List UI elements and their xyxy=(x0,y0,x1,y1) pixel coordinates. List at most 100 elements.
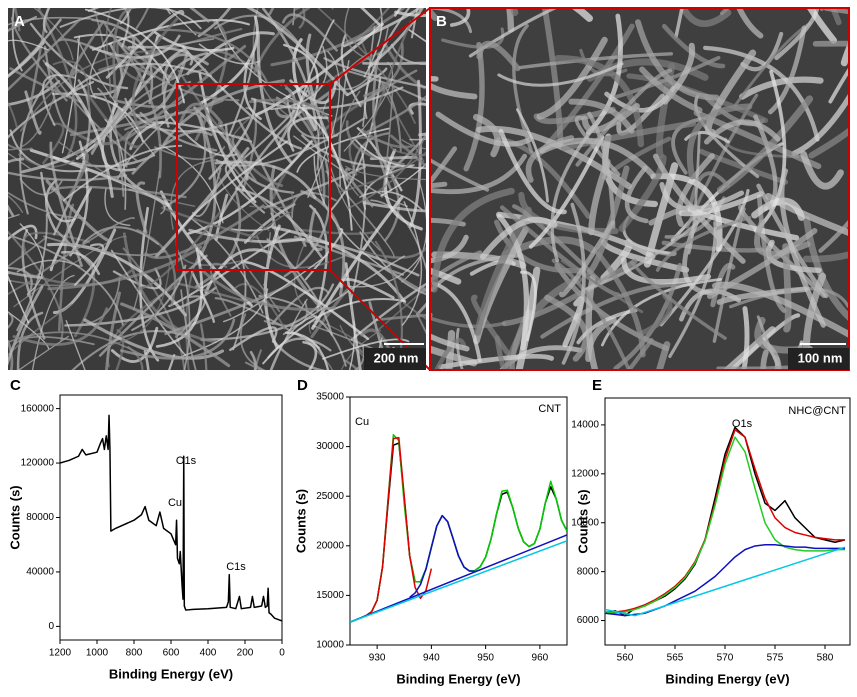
nanotube xyxy=(65,62,212,98)
nanotube xyxy=(167,8,197,36)
nanotube xyxy=(520,270,537,342)
nanotube xyxy=(561,202,586,365)
nanotube xyxy=(8,311,50,350)
nanotube xyxy=(317,8,416,124)
nanotube xyxy=(243,203,296,244)
nanotube xyxy=(430,333,470,352)
x-axis-label: Binding Energy (eV) xyxy=(396,671,520,686)
nanotube xyxy=(518,52,673,70)
nanotube xyxy=(760,349,769,370)
plot-frame xyxy=(604,397,851,646)
nanotube xyxy=(321,121,381,251)
plot-frame xyxy=(59,394,283,641)
nanotube xyxy=(42,8,51,34)
nanotube xyxy=(29,148,170,207)
nanotube xyxy=(13,335,95,346)
sem-texture xyxy=(430,8,849,370)
nanotube xyxy=(271,298,308,370)
nanotube xyxy=(716,95,814,194)
nanotube xyxy=(394,10,426,17)
y-axis-label: Counts (s) xyxy=(293,489,308,553)
nanotube xyxy=(53,79,91,236)
nanotube xyxy=(8,17,82,92)
nanotube xyxy=(375,313,426,322)
nanotube xyxy=(212,147,270,232)
nanotube xyxy=(539,137,657,179)
nanotube xyxy=(756,194,787,313)
nanotube xyxy=(618,154,667,232)
nanotube xyxy=(345,165,426,181)
nanotube xyxy=(353,8,390,43)
nanotube xyxy=(245,8,349,97)
annotation: NHC@CNT xyxy=(788,405,846,417)
nanotube xyxy=(8,191,86,219)
nanotube xyxy=(198,266,336,311)
nanotube xyxy=(266,238,333,336)
nanotube xyxy=(232,238,247,351)
nanotube xyxy=(342,68,426,102)
nanotube xyxy=(122,247,186,370)
nanotube xyxy=(47,242,187,317)
nanotube xyxy=(371,20,412,123)
nanotube xyxy=(430,187,515,293)
nanotube xyxy=(8,285,44,367)
nanotube xyxy=(706,227,818,300)
nanotube xyxy=(823,8,849,15)
nanotube xyxy=(698,148,789,185)
nanotube xyxy=(8,266,33,297)
nanotube xyxy=(143,350,150,370)
nanotube xyxy=(63,144,183,202)
panel-label: A xyxy=(14,13,25,30)
nanotube xyxy=(438,353,554,370)
nanotube xyxy=(292,38,317,131)
nanotube xyxy=(374,240,404,364)
nanotube xyxy=(8,157,25,217)
nanotube xyxy=(344,167,374,208)
nanotube xyxy=(343,61,393,152)
nanotube xyxy=(197,8,232,38)
y-tick-label: 160000 xyxy=(21,403,55,414)
nanotube xyxy=(249,211,292,242)
nanotube xyxy=(244,361,264,370)
annotation: CNT xyxy=(538,403,561,415)
nanotube xyxy=(58,141,196,207)
nanotube xyxy=(498,128,567,215)
nanotube xyxy=(679,8,732,27)
nanotube xyxy=(182,288,269,357)
nanotube xyxy=(87,8,130,48)
nanotube xyxy=(536,36,608,120)
y-tick-label: 6000 xyxy=(577,615,600,626)
annotation: Cu xyxy=(168,497,182,509)
panel-label: D xyxy=(297,377,308,394)
nanotube xyxy=(311,195,404,330)
nanotube xyxy=(782,243,792,333)
nanotube xyxy=(222,254,329,323)
nanotube xyxy=(581,102,640,134)
nanotube xyxy=(76,38,156,157)
annotation: C1s xyxy=(226,561,246,573)
nanotube xyxy=(119,8,133,25)
nanotube xyxy=(338,151,426,193)
nanotube xyxy=(703,45,820,142)
nanotube xyxy=(228,52,255,136)
nanotube xyxy=(8,143,33,151)
nanotube xyxy=(376,287,426,332)
nanotube xyxy=(287,116,329,152)
nanotube xyxy=(389,144,426,157)
nanotube xyxy=(430,250,483,284)
y-tick-label: 25000 xyxy=(316,491,344,502)
nanotube xyxy=(339,278,395,299)
nanotube xyxy=(97,87,125,198)
nanotube xyxy=(471,294,511,356)
spectrum-line xyxy=(605,546,846,617)
nanotube xyxy=(338,90,361,197)
nanotube xyxy=(16,311,44,370)
nanotube xyxy=(463,41,485,172)
nanotube xyxy=(208,98,257,180)
nanotube xyxy=(430,267,462,285)
nanotube xyxy=(829,8,842,26)
nanotube xyxy=(42,122,65,165)
nanotube xyxy=(741,306,750,370)
nanotube xyxy=(762,340,782,370)
panel-label: E xyxy=(592,377,602,394)
